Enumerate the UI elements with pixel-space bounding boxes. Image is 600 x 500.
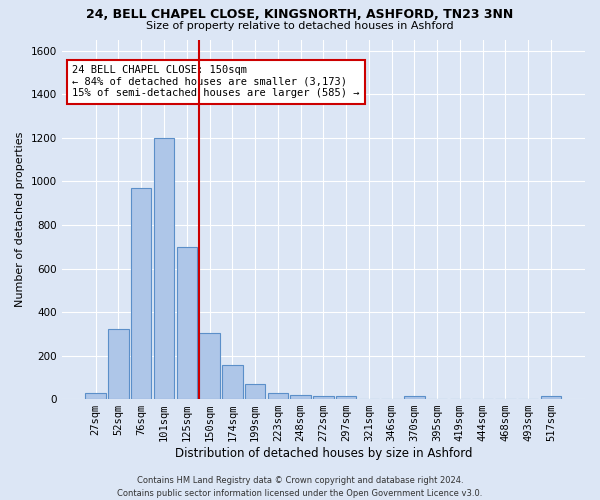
Bar — [199, 332, 220, 399]
Text: Contains HM Land Registry data © Crown copyright and database right 2024.
Contai: Contains HM Land Registry data © Crown c… — [118, 476, 482, 498]
Bar — [336, 396, 356, 399]
Bar — [154, 138, 174, 399]
Bar — [313, 396, 334, 399]
Bar — [541, 396, 561, 399]
Text: 24 BELL CHAPEL CLOSE: 150sqm
← 84% of detached houses are smaller (3,173)
15% of: 24 BELL CHAPEL CLOSE: 150sqm ← 84% of de… — [72, 65, 359, 98]
Bar — [222, 366, 242, 399]
Text: 24, BELL CHAPEL CLOSE, KINGSNORTH, ASHFORD, TN23 3NN: 24, BELL CHAPEL CLOSE, KINGSNORTH, ASHFO… — [86, 8, 514, 20]
Bar — [131, 188, 151, 399]
Bar — [290, 394, 311, 399]
Y-axis label: Number of detached properties: Number of detached properties — [15, 132, 25, 307]
Bar — [245, 384, 265, 399]
Bar — [404, 396, 425, 399]
X-axis label: Distribution of detached houses by size in Ashford: Distribution of detached houses by size … — [175, 447, 472, 460]
Bar — [85, 392, 106, 399]
Bar — [268, 392, 288, 399]
Bar — [108, 330, 129, 399]
Bar — [176, 246, 197, 399]
Text: Size of property relative to detached houses in Ashford: Size of property relative to detached ho… — [146, 21, 454, 31]
